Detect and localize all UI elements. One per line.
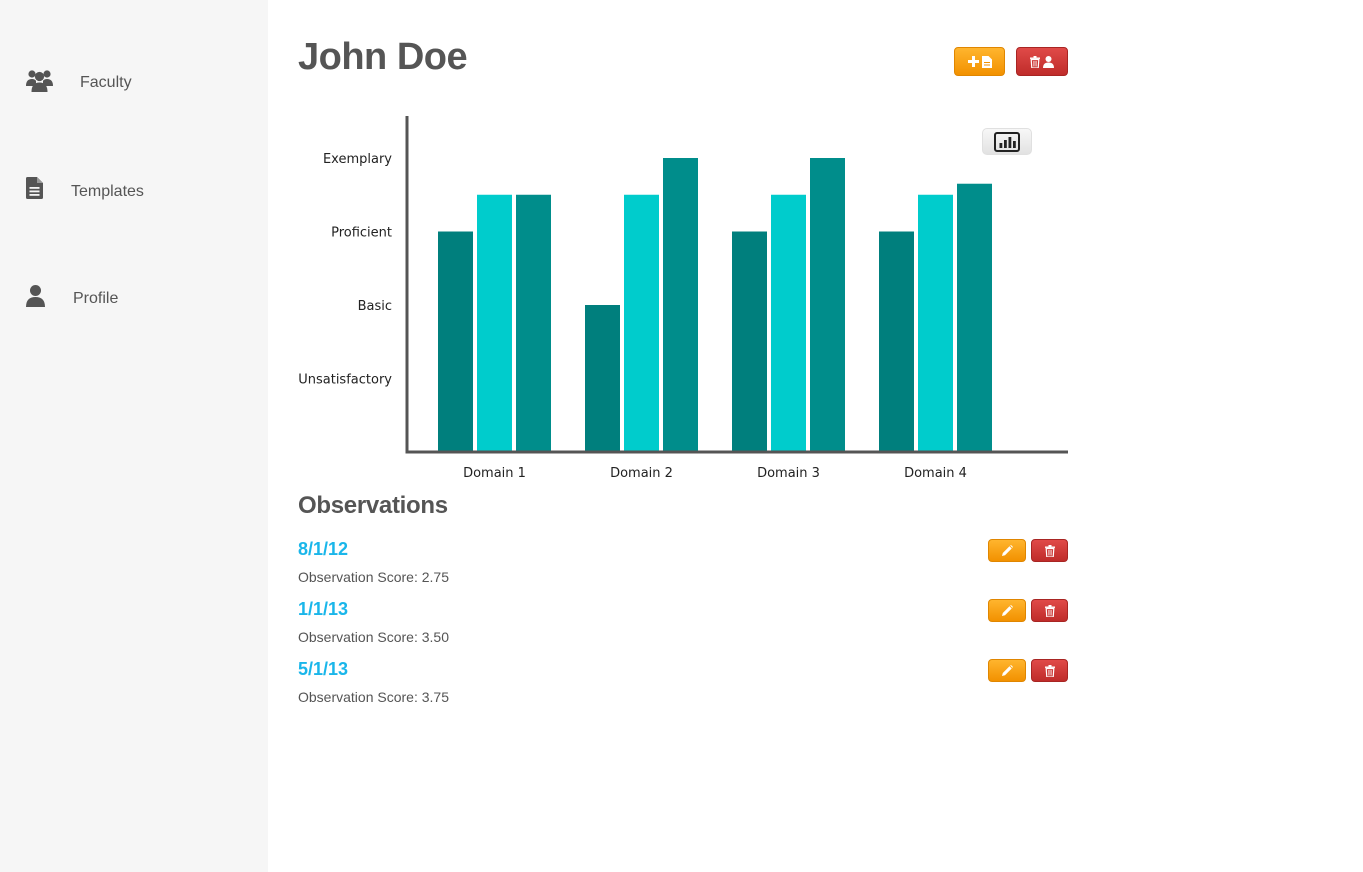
pencil-icon <box>1002 604 1013 616</box>
observation-score-value: 3.75 <box>421 689 449 705</box>
observation-date-link[interactable]: 5/1/13 <box>298 659 349 679</box>
chart-y-tick-label: Basic <box>358 299 392 314</box>
observation-date-link[interactable]: 8/1/12 <box>298 539 349 559</box>
main-content: John Doe Unsatisfactory Basic Proficient Ex… <box>298 0 1068 872</box>
trash-icon <box>1044 604 1055 617</box>
pencil-icon <box>1002 544 1013 556</box>
observation-score-label: Observation Score: <box>298 689 418 705</box>
observation-score-value: 2.75 <box>421 569 449 585</box>
chart-x-tick-label: Domain 4 <box>904 466 967 481</box>
user-icon <box>1043 55 1054 68</box>
sidebar-item-label: Profile <box>73 290 119 307</box>
chart-bar <box>477 194 512 452</box>
chart-bar <box>585 305 620 452</box>
plus-icon <box>967 56 979 67</box>
sidebar-item-profile[interactable]: Profile <box>0 278 268 318</box>
chart-y-tick-label: Proficient <box>331 226 392 241</box>
chart-bar <box>771 194 806 452</box>
page-title: John Doe <box>298 36 468 78</box>
observation-item: 1/1/13 Observation Score: 3.50 <box>298 599 1068 655</box>
observations-title: Observations <box>298 492 448 519</box>
trash-icon <box>1030 55 1040 68</box>
trash-icon <box>1044 664 1055 677</box>
observation-item: 5/1/13 Observation Score: 3.75 <box>298 659 1068 715</box>
chart-bar <box>957 183 992 452</box>
pencil-icon <box>1002 664 1013 676</box>
chart-bar <box>810 158 845 452</box>
sidebar-item-faculty[interactable]: Faculty <box>0 63 268 103</box>
sidebar-item-label: Templates <box>71 183 144 200</box>
observation-score-value: 3.50 <box>421 629 449 645</box>
delete-observation-button[interactable] <box>1031 659 1068 682</box>
sidebar-item-label: Faculty <box>80 74 132 91</box>
add-observation-button[interactable] <box>954 47 1005 76</box>
user-icon <box>26 285 45 307</box>
domain-chart: Unsatisfactory Basic Proficient Exemplary Do… <box>298 116 1068 481</box>
bar-chart-icon <box>994 131 1020 152</box>
observation-score: Observation Score: 3.75 <box>298 689 449 705</box>
delete-observation-button[interactable] <box>1031 599 1068 622</box>
observation-item: 8/1/12 Observation Score: 2.75 <box>298 539 1068 595</box>
chart-x-tick-label: Domain 2 <box>610 466 673 481</box>
observation-score-label: Observation Score: <box>298 629 418 645</box>
edit-observation-button[interactable] <box>988 599 1026 622</box>
observation-score-label: Observation Score: <box>298 569 418 585</box>
delete-teacher-button[interactable] <box>1016 47 1068 76</box>
chart-bar <box>879 231 914 452</box>
chart-bar <box>516 194 551 452</box>
chart-bar <box>732 231 767 452</box>
sidebar: Faculty Templates Profile <box>0 0 268 872</box>
sidebar-item-templates[interactable]: Templates <box>0 171 268 211</box>
users-icon <box>26 70 53 92</box>
file-icon <box>981 55 992 68</box>
edit-observation-button[interactable] <box>988 659 1026 682</box>
observation-score: Observation Score: 3.50 <box>298 629 449 645</box>
chart-y-tick-label: Unsatisfactory <box>298 373 392 388</box>
observation-score: Observation Score: 2.75 <box>298 569 449 585</box>
chart-bar <box>663 158 698 452</box>
chart-x-tick-label: Domain 1 <box>463 466 526 481</box>
chart-bar <box>624 194 659 452</box>
chart-bar <box>918 194 953 452</box>
chart-x-tick-label: Domain 3 <box>757 466 820 481</box>
delete-observation-button[interactable] <box>1031 539 1068 562</box>
edit-observation-button[interactable] <box>988 539 1026 562</box>
chart-toggle-button[interactable] <box>982 128 1032 155</box>
file-icon <box>26 177 43 199</box>
observation-date-link[interactable]: 1/1/13 <box>298 599 349 619</box>
chart-bar <box>438 231 473 452</box>
trash-icon <box>1044 544 1055 557</box>
chart-y-tick-label: Exemplary <box>323 152 392 167</box>
